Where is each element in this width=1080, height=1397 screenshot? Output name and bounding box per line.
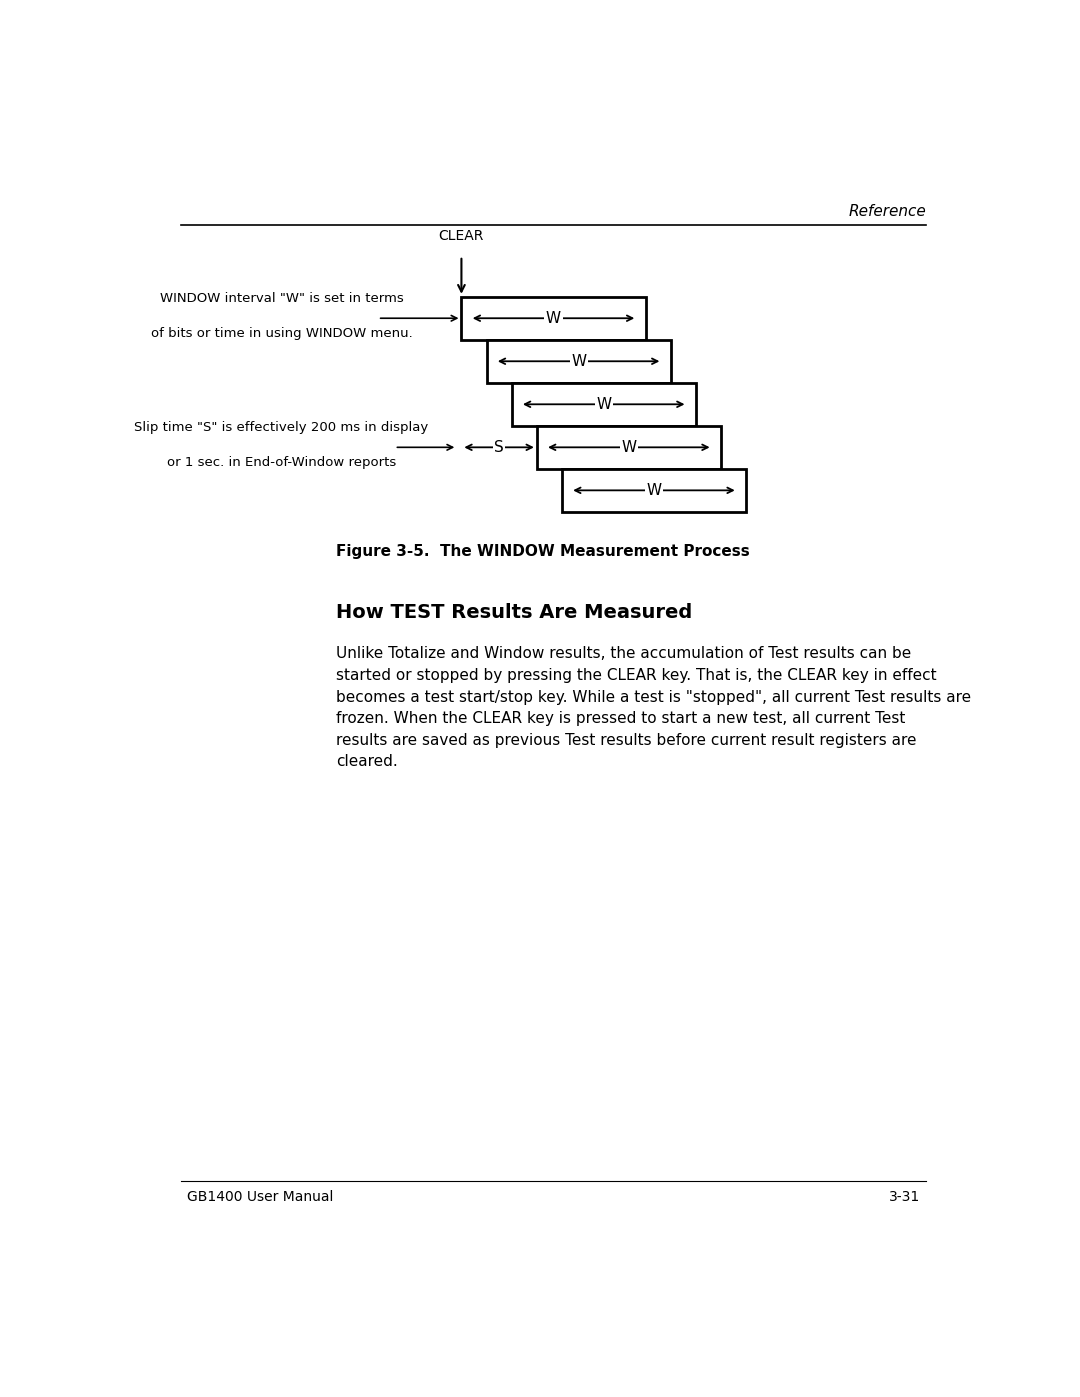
Text: 3-31: 3-31 bbox=[889, 1190, 920, 1204]
Text: W: W bbox=[545, 310, 562, 326]
Text: W: W bbox=[571, 353, 586, 369]
Text: W: W bbox=[646, 483, 662, 497]
Text: Unlike Totalize and Window results, the accumulation of Test results can be
star: Unlike Totalize and Window results, the … bbox=[336, 647, 971, 770]
Text: W: W bbox=[596, 397, 611, 412]
Text: W: W bbox=[621, 440, 636, 455]
Text: How TEST Results Are Measured: How TEST Results Are Measured bbox=[336, 604, 692, 622]
Text: or 1 sec. in End-of-Window reports: or 1 sec. in End-of-Window reports bbox=[166, 455, 396, 469]
Text: GB1400 User Manual: GB1400 User Manual bbox=[187, 1190, 334, 1204]
Bar bbox=[562, 469, 746, 511]
Text: S: S bbox=[495, 440, 504, 455]
Bar bbox=[461, 296, 646, 339]
Text: of bits or time in using WINDOW menu.: of bits or time in using WINDOW menu. bbox=[150, 327, 413, 339]
Bar bbox=[486, 339, 671, 383]
Bar bbox=[537, 426, 721, 469]
Text: Slip time "S" is effectively 200 ms in display: Slip time "S" is effectively 200 ms in d… bbox=[134, 422, 429, 434]
Bar bbox=[512, 383, 696, 426]
Text: WINDOW interval "W" is set in terms: WINDOW interval "W" is set in terms bbox=[160, 292, 403, 306]
Text: CLEAR: CLEAR bbox=[438, 229, 484, 243]
Text: Figure 3-5.  The WINDOW Measurement Process: Figure 3-5. The WINDOW Measurement Proce… bbox=[336, 545, 750, 559]
Text: Reference: Reference bbox=[848, 204, 926, 219]
